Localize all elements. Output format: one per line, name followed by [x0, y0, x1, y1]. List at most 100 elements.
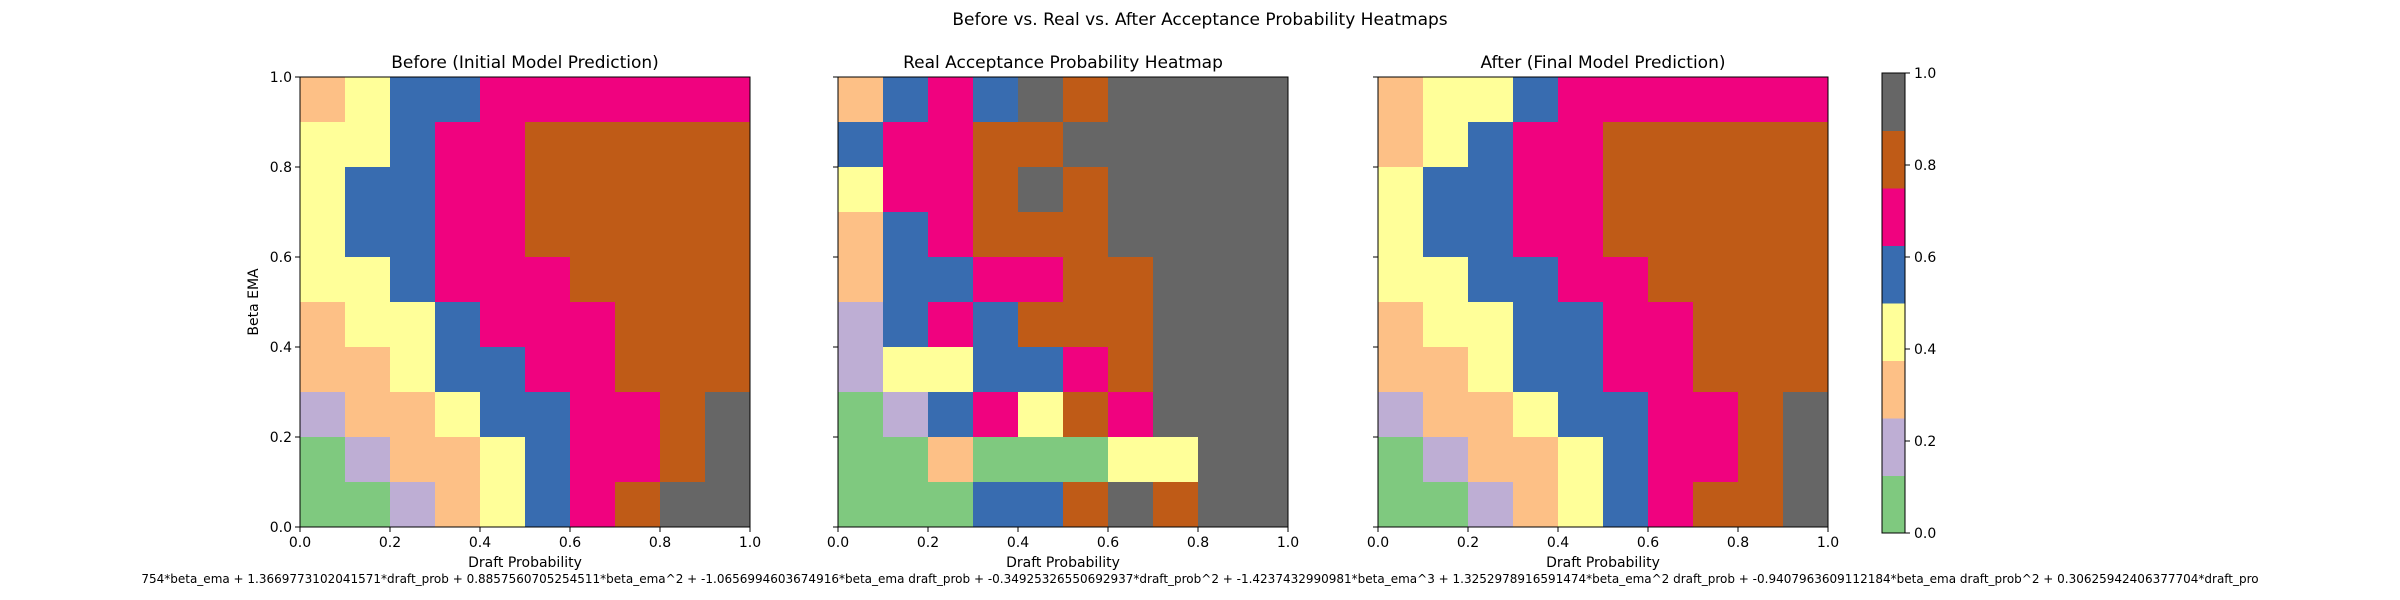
heatmap-cell — [1648, 257, 1694, 303]
colorbar: 0.0 0.2 0.4 0.6 0.8 1.0 — [1881, 66, 1936, 542]
heatmap-cell — [435, 302, 481, 348]
heatmap-cell — [1468, 167, 1514, 213]
heatmap-cell — [480, 122, 526, 168]
heatmap-cell — [1378, 392, 1424, 438]
heatmap-cell — [390, 122, 436, 168]
heatmap-cell — [973, 482, 1019, 528]
heatmap-cell — [1378, 482, 1424, 528]
heatmap-cell — [1783, 437, 1829, 483]
heatmap-cell — [345, 257, 391, 303]
colorbar-segment — [1882, 245, 1905, 304]
heatmap-cell — [1783, 392, 1829, 438]
heatmap-cell — [1423, 437, 1469, 483]
heatmap-cell — [435, 437, 481, 483]
heatmap-cell — [1648, 437, 1694, 483]
heatmap-cell — [390, 347, 436, 393]
heatmap-cell — [570, 392, 616, 438]
heatmap-cell — [1603, 257, 1649, 303]
heatmap-cell — [973, 257, 1019, 303]
heatmap-cell — [1738, 212, 1784, 258]
x-tick-label: 1.0 — [1277, 535, 1299, 551]
heatmap-cell — [1108, 212, 1154, 258]
heatmap-cell — [480, 212, 526, 258]
panel-title: After (Final Model Prediction) — [1481, 53, 1726, 73]
heatmap-cell — [435, 257, 481, 303]
x-tick-label: 0.4 — [1547, 535, 1569, 551]
heatmap-cell — [1378, 167, 1424, 213]
heatmap-cell — [1108, 347, 1154, 393]
heatmap-cell — [615, 482, 661, 528]
heatmap-cell — [300, 302, 346, 348]
heatmap-cell — [1198, 167, 1244, 213]
heatmap-cell — [390, 77, 436, 123]
heatmap-cell — [345, 302, 391, 348]
x-tick-label: 0.0 — [1367, 535, 1389, 551]
heatmap-cell — [1513, 482, 1559, 528]
heatmap-cell — [883, 167, 929, 213]
heatmap-cell — [345, 437, 391, 483]
colorbar-segment — [1882, 188, 1905, 247]
heatmap-cell — [1738, 302, 1784, 348]
heatmap-cell — [1063, 302, 1109, 348]
heatmap-cell — [1513, 212, 1559, 258]
heatmap-cell — [390, 302, 436, 348]
heatmap-cell — [1423, 167, 1469, 213]
heatmap-cell — [390, 257, 436, 303]
colorbar-tick-label: 0.2 — [1914, 434, 1936, 450]
heatmap-cell — [570, 212, 616, 258]
x-tick-label: 0.8 — [1727, 535, 1749, 551]
heatmap-cell — [1558, 302, 1604, 348]
fitted-formula-text: 754*beta_ema + 1.3669773102041571*draft_… — [141, 572, 2259, 586]
heatmap-cell — [615, 167, 661, 213]
heatmap-cell — [838, 302, 884, 348]
heatmap-cell — [1738, 482, 1784, 528]
heatmap-cell — [480, 77, 526, 123]
heatmap-cell — [345, 347, 391, 393]
colorbar-segment — [1882, 130, 1905, 189]
colorbar-tick-label: 1.0 — [1914, 66, 1936, 82]
heatmap-cell — [390, 167, 436, 213]
heatmap-cell — [1108, 167, 1154, 213]
heatmap-cell — [390, 437, 436, 483]
heatmap-cell — [1468, 212, 1514, 258]
heatmap-cell — [1738, 167, 1784, 213]
heatmap-cell — [1108, 482, 1154, 528]
heatmap-cell — [1648, 77, 1694, 123]
heatmap-cell — [883, 302, 929, 348]
heatmap-cell — [1468, 392, 1514, 438]
heatmap-cell — [1153, 167, 1199, 213]
heatmap-cell — [615, 302, 661, 348]
heatmap-cell — [1153, 212, 1199, 258]
heatmap-cell — [615, 347, 661, 393]
heatmap-cell — [1243, 257, 1289, 303]
figure-title: Before vs. Real vs. After Acceptance Pro… — [952, 10, 1447, 30]
heatmap-cell — [1603, 437, 1649, 483]
heatmap-cell — [1018, 392, 1064, 438]
heatmap-cell — [300, 212, 346, 258]
heatmap-cell — [615, 437, 661, 483]
heatmap-cell — [1243, 302, 1289, 348]
heatmap-cell — [883, 437, 929, 483]
heatmap-cell — [1648, 482, 1694, 528]
heatmap-cell — [1693, 437, 1739, 483]
heatmap-cell — [1693, 257, 1739, 303]
heatmap-cell — [300, 77, 346, 123]
heatmap-cell — [1018, 77, 1064, 123]
heatmap-cell — [1378, 212, 1424, 258]
heatmap-cell — [883, 212, 929, 258]
panel-title: Before (Initial Model Prediction) — [391, 53, 659, 73]
heatmap-cell — [660, 482, 706, 528]
heatmap-cell — [1153, 257, 1199, 303]
heatmap-cell — [1648, 392, 1694, 438]
heatmap-cell — [883, 482, 929, 528]
heatmap-cell — [345, 482, 391, 528]
heatmap-cell — [1243, 437, 1289, 483]
panel-title: Real Acceptance Probability Heatmap — [903, 53, 1223, 73]
heatmap-cell — [928, 212, 974, 258]
heatmap-cell — [660, 257, 706, 303]
heatmap-cell — [928, 437, 974, 483]
heatmap-cell — [1468, 257, 1514, 303]
heatmap-cell — [1063, 347, 1109, 393]
heatmap-cell — [1063, 482, 1109, 528]
